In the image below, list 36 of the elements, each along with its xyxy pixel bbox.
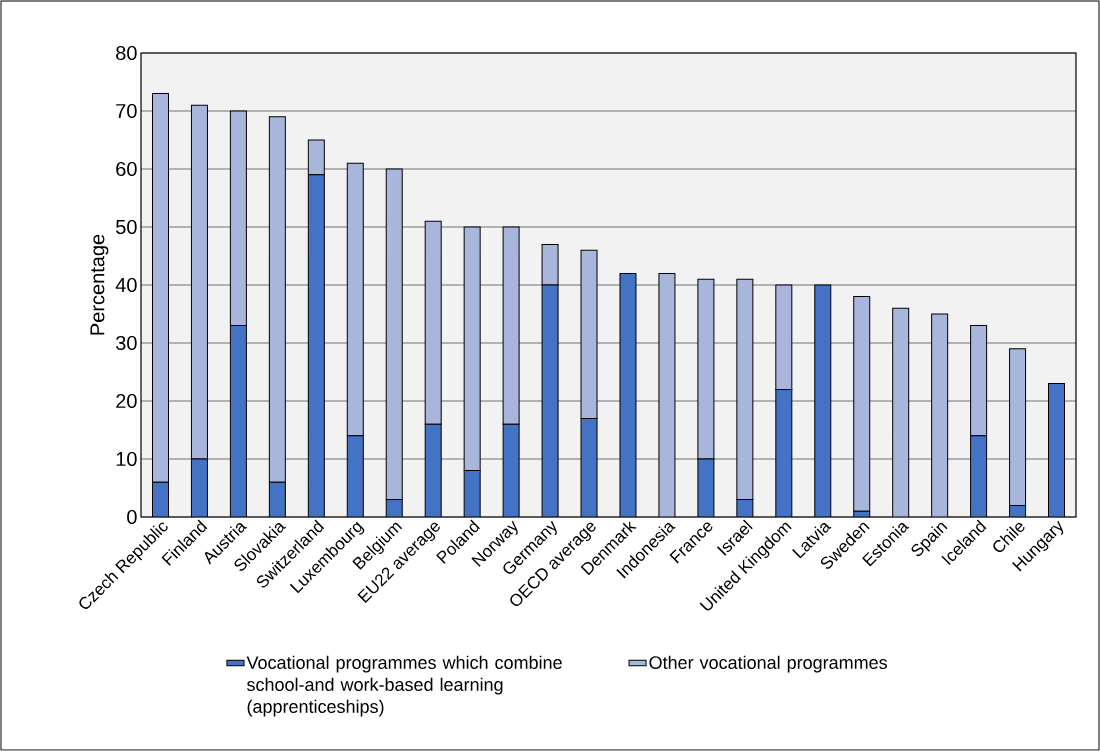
bar [346,162,364,437]
bar [892,307,910,517]
bar [814,284,832,517]
y-tick-label: 70 [116,103,137,119]
bar [190,458,208,517]
bar [229,325,247,517]
y-tick-label: 60 [116,161,137,177]
bar [970,325,988,437]
bar [190,104,208,460]
y-axis-title: Percentage [90,234,109,335]
bar [385,168,403,501]
bar [424,423,442,517]
bar [307,174,325,517]
bar [775,388,793,517]
legend-label: Vocational programmes which combine school-and work-based learning (apprenticeships) [246,655,562,717]
bar [1009,348,1027,506]
bar [151,93,169,483]
bar [346,435,364,517]
y-tick-label: 30 [116,335,137,351]
y-tick-label: 80 [116,45,137,61]
y-tick-label: 10 [116,451,137,467]
bar [268,116,286,483]
bar [424,220,442,425]
y-tick-label: 20 [116,393,137,409]
bar [775,284,793,390]
y-tick-label: 50 [116,219,137,235]
y-tick-label: 0 [127,509,137,525]
bar [931,313,949,517]
bar [463,226,481,472]
bar [1048,383,1066,517]
y-tick-label: 40 [115,277,137,293]
bar [463,470,481,517]
bar [229,110,247,327]
legend-label: Other vocational programmes [649,655,887,673]
bar [970,435,988,517]
bar [853,296,871,512]
